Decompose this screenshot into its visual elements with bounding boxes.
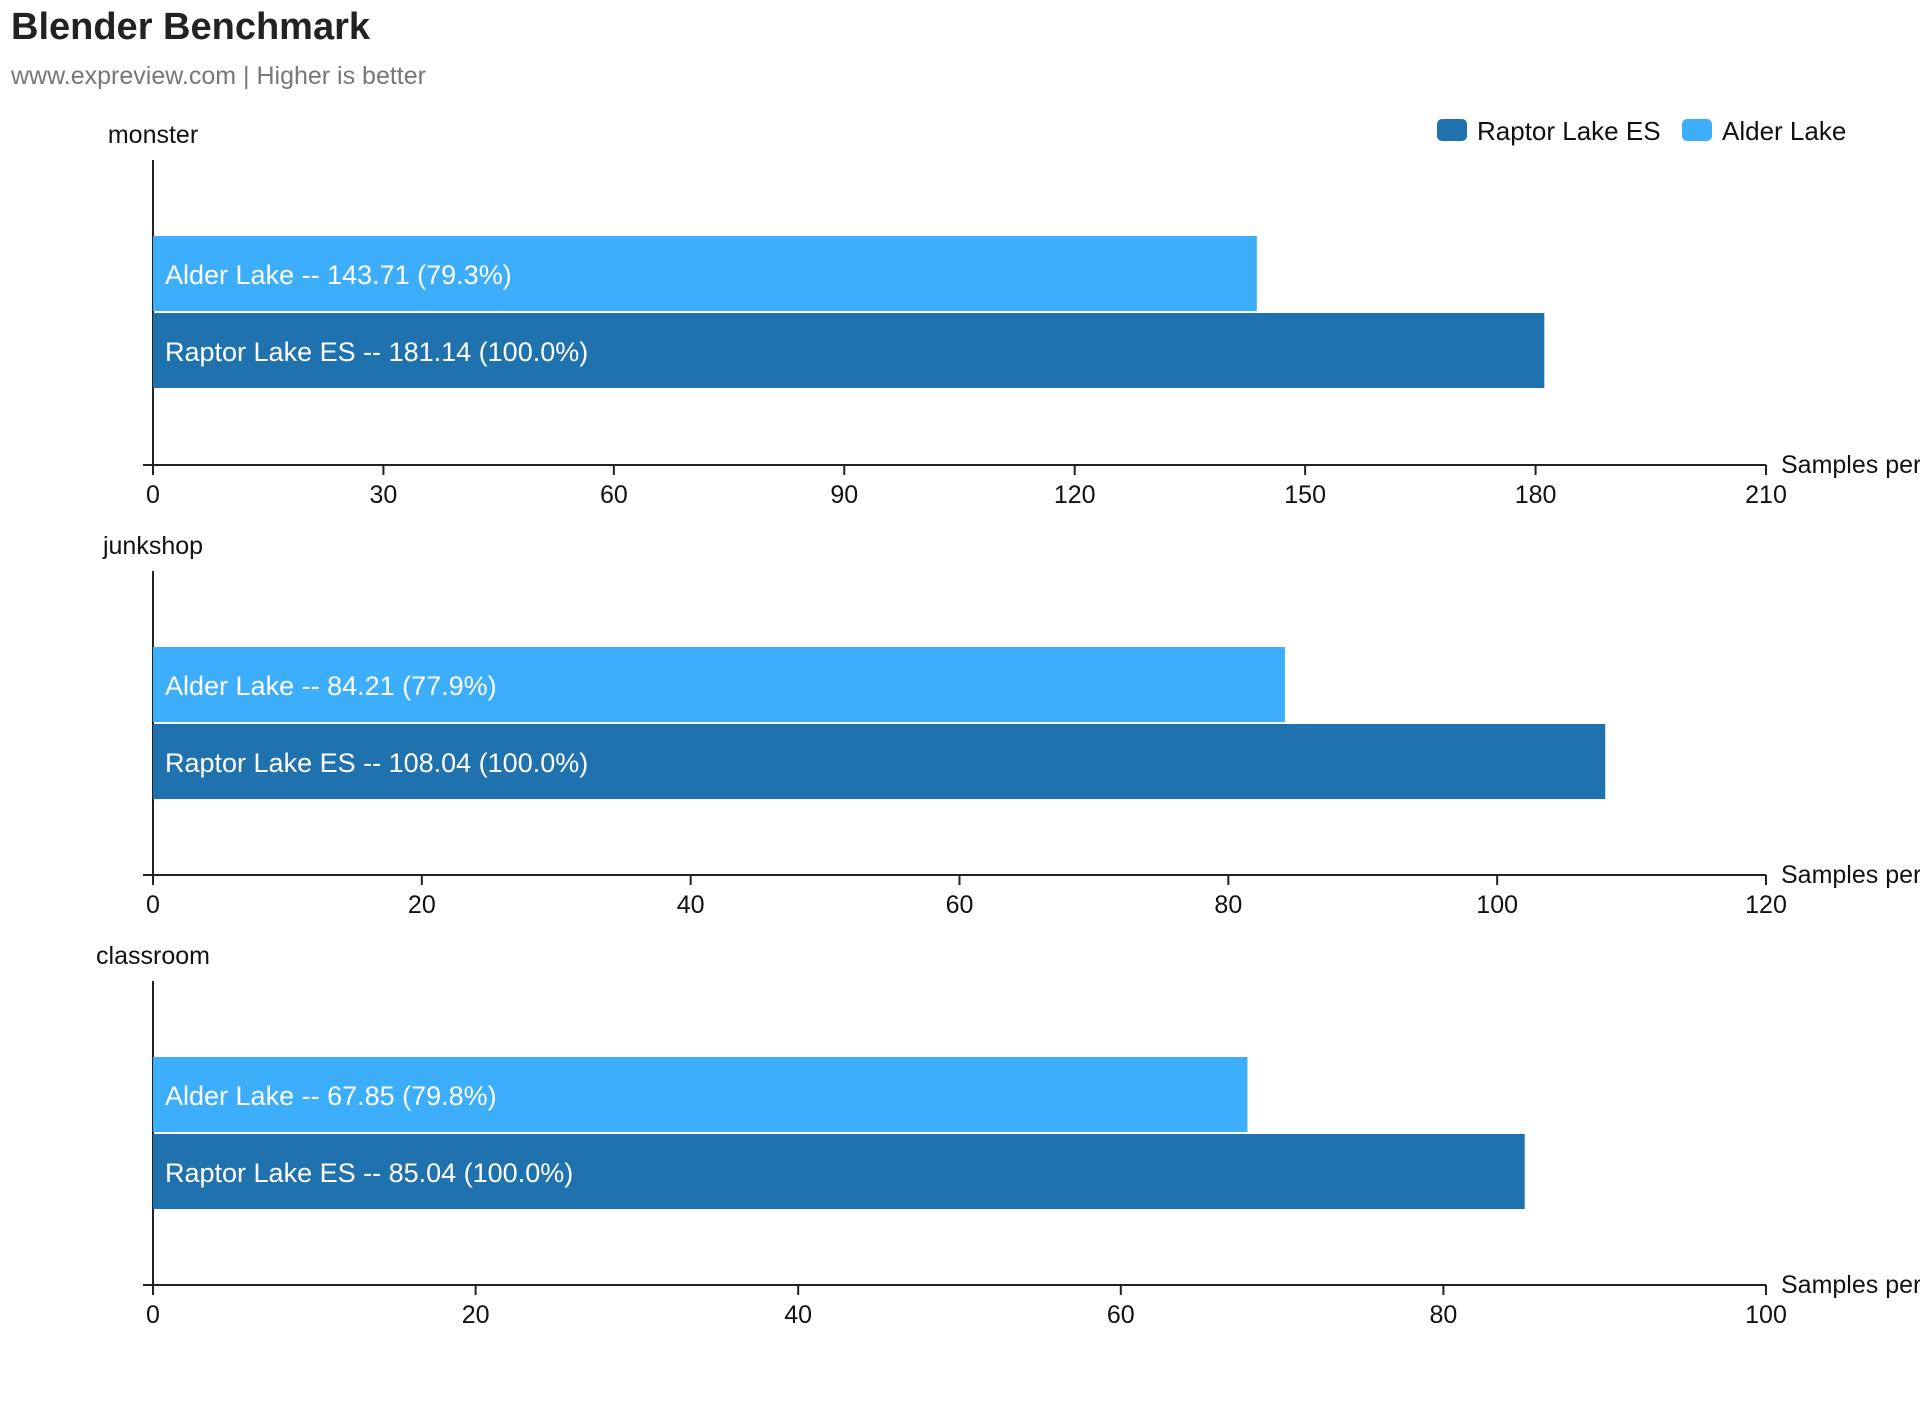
- x-tick-label: 20: [408, 891, 436, 919]
- x-axis-unit-label: Samples per: [1781, 1271, 1920, 1299]
- bar-data-label: Alder Lake -- 143.71 (79.3%): [165, 260, 512, 290]
- bar-data-label: Raptor Lake ES -- 85.04 (100.0%): [165, 1158, 573, 1188]
- x-tick-label: 30: [370, 481, 398, 509]
- x-tick-label: 20: [462, 1301, 490, 1329]
- category-label: classroom: [96, 942, 210, 970]
- x-tick-label: 120: [1054, 481, 1096, 509]
- x-tick-label: 80: [1429, 1301, 1457, 1329]
- bar[interactable]: [153, 1057, 1248, 1132]
- x-tick-label: 100: [1476, 891, 1518, 919]
- x-tick-label: 60: [1107, 1301, 1135, 1329]
- bar[interactable]: [153, 236, 1257, 311]
- x-tick-label: 0: [146, 1301, 160, 1329]
- x-axis-unit-label: Samples per: [1781, 861, 1920, 889]
- x-tick-label: 60: [946, 891, 974, 919]
- x-tick-label: 40: [784, 1301, 812, 1329]
- legend-label[interactable]: Alder Lake: [1722, 116, 1846, 146]
- x-tick-label: 60: [600, 481, 628, 509]
- bar[interactable]: [153, 647, 1285, 722]
- x-tick-label: 90: [830, 481, 858, 509]
- bar[interactable]: [153, 1134, 1525, 1209]
- legend-swatch[interactable]: [1682, 119, 1712, 141]
- x-tick-label: 180: [1515, 481, 1557, 509]
- x-tick-label: 150: [1284, 481, 1326, 509]
- x-tick-label: 40: [677, 891, 705, 919]
- x-tick-label: 210: [1745, 481, 1787, 509]
- x-axis-unit-label: Samples per: [1781, 451, 1920, 479]
- bar-data-label: Raptor Lake ES -- 108.04 (100.0%): [165, 748, 588, 778]
- x-tick-label: 0: [146, 481, 160, 509]
- chart-title: Blender Benchmark: [11, 6, 371, 48]
- category-label: monster: [108, 121, 198, 149]
- x-tick-label: 100: [1745, 1301, 1787, 1329]
- chart-subtitle: www.expreview.com | Higher is better: [11, 62, 426, 90]
- bar-data-label: Alder Lake -- 84.21 (77.9%): [165, 671, 497, 701]
- bar[interactable]: [153, 313, 1545, 388]
- category-label: junkshop: [102, 532, 203, 560]
- bar-data-label: Alder Lake -- 67.85 (79.8%): [165, 1081, 497, 1111]
- bar-data-label: Raptor Lake ES -- 181.14 (100.0%): [165, 337, 588, 367]
- legend-label[interactable]: Raptor Lake ES: [1477, 116, 1661, 146]
- x-tick-label: 120: [1745, 891, 1787, 919]
- legend-swatch[interactable]: [1437, 119, 1467, 141]
- x-tick-label: 80: [1214, 891, 1242, 919]
- bar[interactable]: [153, 724, 1606, 799]
- x-tick-label: 0: [146, 891, 160, 919]
